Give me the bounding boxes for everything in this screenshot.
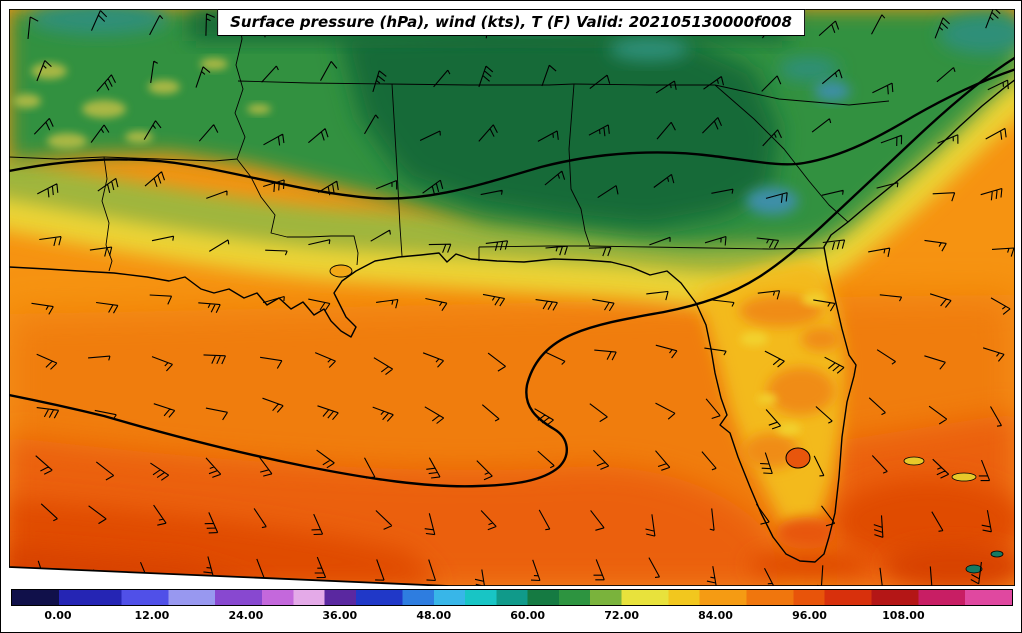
colorbar-tick-labels: 0.00 12.00 24.00 36.00 48.00 60.00 72.00 84.00 9…	[11, 609, 1013, 627]
colorbar-tick-label: 96.00	[792, 609, 827, 622]
colorbar-tick-label: 48.00	[416, 609, 452, 622]
map-canvas	[9, 9, 1015, 586]
colorbar-tick-label: 36.00	[322, 609, 358, 622]
colorbar-tick-label: 24.00	[228, 609, 264, 622]
colorbar-tick-label: 0.00	[44, 609, 72, 622]
plot-title: Surface pressure (hPa), wind (kts), T (F…	[217, 9, 805, 36]
colorbar-tick-label: 84.00	[698, 609, 733, 622]
colorbar-tick-label: 60.00	[510, 609, 546, 622]
colorbar	[11, 589, 1013, 606]
plot-title-text: Surface pressure (hPa), wind (kts), T (F…	[230, 13, 792, 31]
wind-barbs	[27, 9, 1015, 586]
colorbar-tick-label: 12.00	[134, 609, 170, 622]
colorbar-tick-label: 72.00	[604, 609, 640, 622]
colorbar-tick-label: 108.00	[882, 609, 925, 622]
